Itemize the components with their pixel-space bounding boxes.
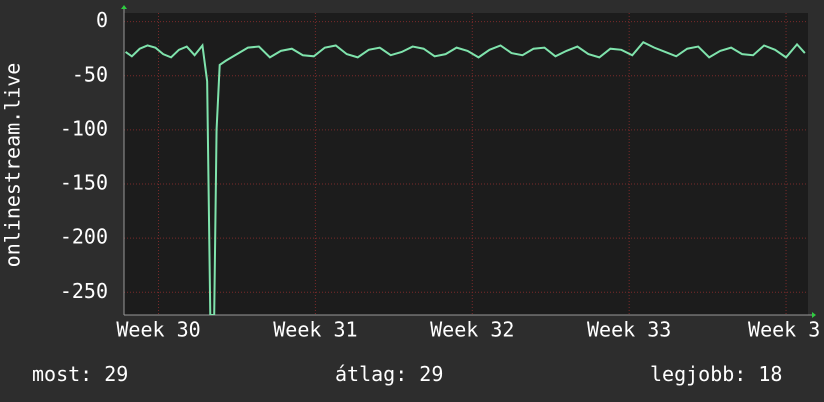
y-tick-label: -100: [60, 116, 108, 140]
y-tick-label: -150: [60, 171, 108, 195]
x-tick-label: Week 3: [748, 318, 820, 342]
x-tick-label: Week 32: [430, 318, 514, 342]
stat: legjobb: 18: [650, 362, 782, 386]
stat-label: legjobb:: [650, 362, 746, 386]
stat: átlag: 29: [335, 362, 443, 386]
stat-value: 18: [758, 362, 782, 386]
x-tick-label: Week 33: [587, 318, 671, 342]
y-tick-label: 0: [96, 8, 108, 32]
stat-label: átlag:: [335, 362, 407, 386]
stat-value: 29: [419, 362, 443, 386]
y-axis-label: onlinestream.live: [1, 63, 25, 268]
plot-area: [124, 13, 808, 315]
x-tick-label: Week 31: [273, 318, 357, 342]
stat-label: most:: [32, 362, 92, 386]
axis-arrow: [812, 312, 816, 318]
data-line: [125, 40, 806, 315]
y-tick-label: -250: [60, 279, 108, 303]
axis-arrow: [121, 5, 127, 9]
x-tick-label: Week 30: [116, 318, 200, 342]
y-tick-label: -50: [72, 62, 108, 86]
stat: most: 29: [32, 362, 128, 386]
stat-value: 29: [104, 362, 128, 386]
y-tick-label: -200: [60, 225, 108, 249]
